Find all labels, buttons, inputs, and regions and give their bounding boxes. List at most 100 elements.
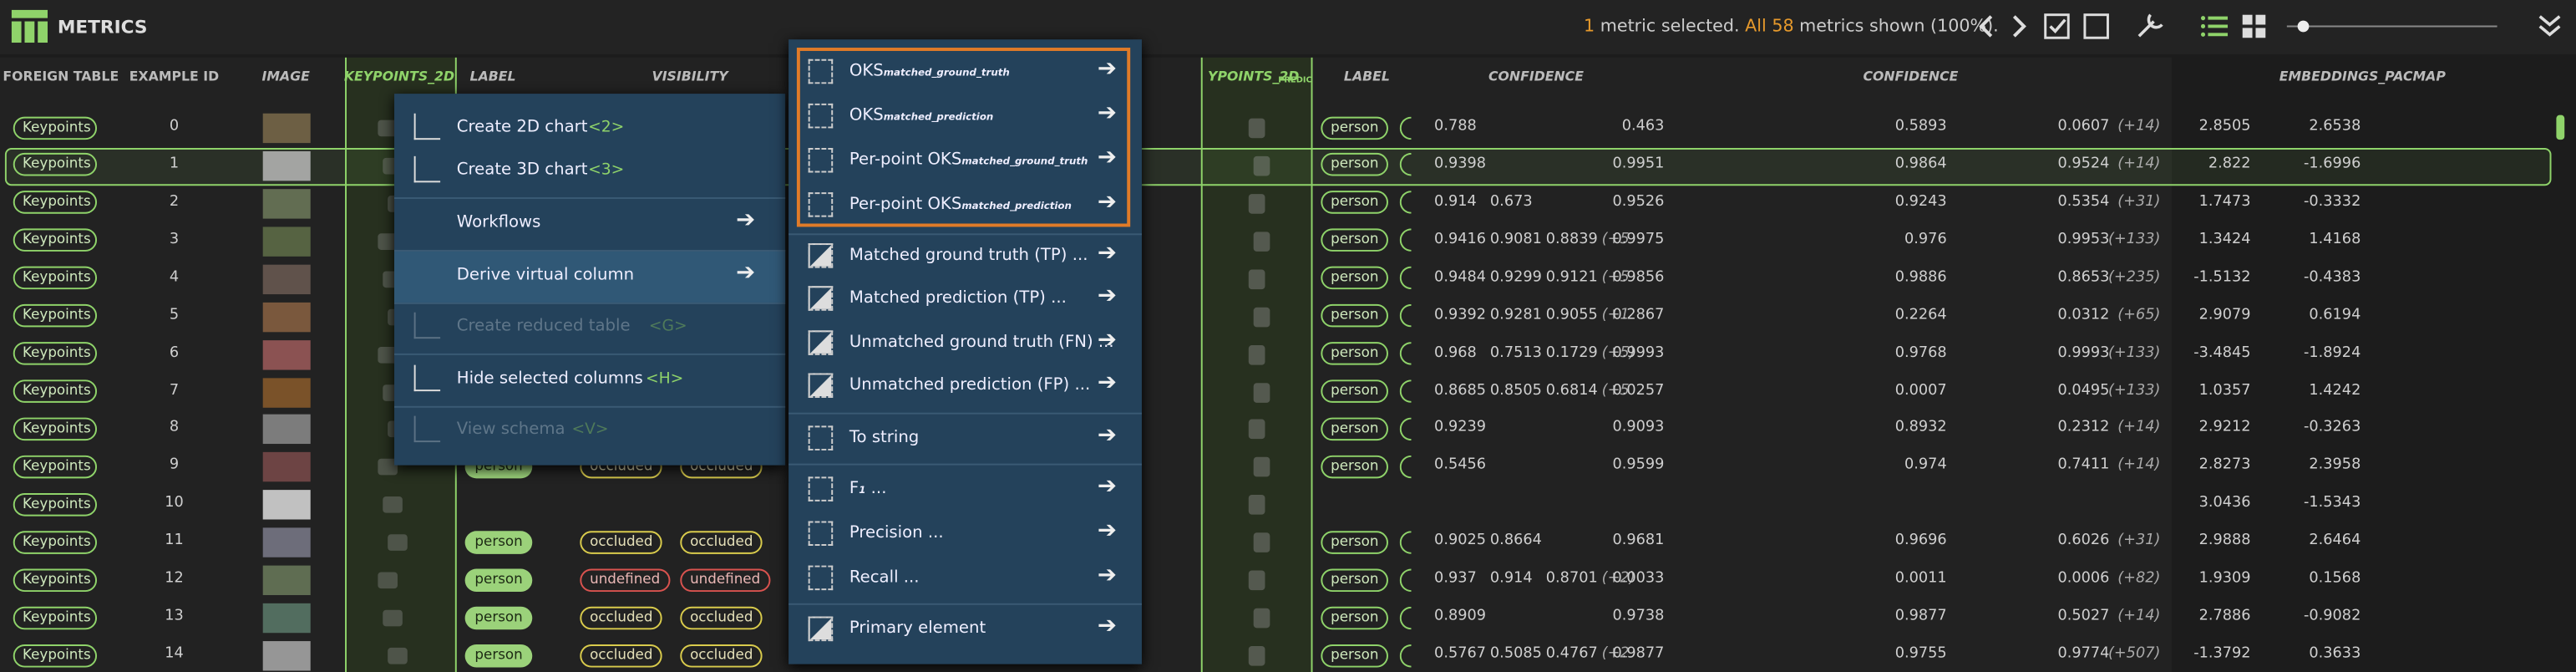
submenu-icon	[809, 286, 834, 311]
cell-c3: 0.8653	[2057, 269, 2109, 286]
menu-label: Create reduced table	[457, 318, 631, 336]
submenu-item[interactable]: Precision ...➔	[789, 518, 1142, 551]
cell-e2: 2.3958	[2309, 457, 2360, 474]
menu-item[interactable]: Hide selected columns<H>	[394, 364, 785, 396]
thumbnail[interactable]	[263, 377, 311, 406]
cell-e2: -0.3332	[2304, 194, 2360, 211]
example-id: 11	[165, 533, 184, 550]
thumbnail[interactable]	[263, 641, 311, 670]
count: (+14)	[2117, 420, 2160, 436]
foreign-pill[interactable]: Keypoints	[13, 342, 97, 365]
submenu-arrow: ➔	[1098, 189, 1117, 215]
submenu-arrow: ➔	[1098, 240, 1117, 266]
submenu-text: To string	[849, 429, 919, 447]
submenu-item[interactable]: F1 ...➔	[789, 473, 1142, 506]
column-header[interactable]: EMBEDDINGS_PACMAP	[2279, 69, 2446, 84]
thumbnail[interactable]	[263, 453, 311, 482]
count: (+14)	[2117, 156, 2160, 173]
foreign-pill[interactable]: Keypoints	[13, 191, 97, 215]
submenu-item[interactable]: Primary element➔	[789, 613, 1142, 646]
column-header[interactable]: LABEL	[470, 69, 516, 84]
scrollbar[interactable]	[2556, 115, 2564, 140]
submenu-item[interactable]: OKSmatched_prediction➔	[789, 100, 1142, 133]
cell-e1: 2.8273	[2199, 457, 2251, 474]
thumbnail[interactable]	[263, 603, 311, 633]
submenu-item[interactable]: Matched prediction (TP) ...➔	[789, 283, 1142, 315]
submenu-text: Per-point OKS	[849, 151, 961, 170]
label-pill: person	[465, 644, 533, 668]
column-header[interactable]: IMAGE	[262, 69, 310, 84]
menu-item[interactable]: Create 3D chart<3>	[394, 155, 785, 187]
foreign-pill[interactable]: Keypoints	[13, 417, 97, 440]
visibility-pill: occluded	[680, 606, 763, 629]
thumbnail[interactable]	[263, 151, 311, 181]
foreign-pill[interactable]: Keypoints	[13, 606, 97, 629]
submenu-text: OKS	[849, 107, 884, 125]
submenu-icon	[809, 425, 834, 451]
thumbnail[interactable]	[263, 491, 311, 520]
thumbnail[interactable]	[263, 114, 311, 143]
thumbnail[interactable]	[263, 302, 311, 331]
cell-c2: 0.9243	[1895, 194, 1947, 211]
pred-label-pill: person	[1321, 304, 1388, 328]
column-header[interactable]: CONFIDENCE	[1863, 69, 1958, 84]
column-header[interactable]: VISIBILITY	[652, 69, 728, 84]
cell-c3: 0.9993	[2057, 344, 2109, 361]
submenu-text: Matched prediction (TP) ...	[849, 289, 1067, 308]
thumbnail[interactable]	[263, 415, 311, 445]
menu-divider	[394, 303, 785, 304]
foreign-pill[interactable]: Keypoints	[13, 304, 97, 328]
submenu-item[interactable]: Per-point OKSmatched_prediction ➔	[789, 189, 1142, 221]
submenu-item[interactable]: To string➔	[789, 422, 1142, 455]
submenu-item[interactable]: Recall ...➔	[789, 563, 1142, 595]
example-id: 1	[170, 156, 179, 173]
submenu-item[interactable]: Matched ground truth (TP) ...➔	[789, 240, 1142, 272]
cell-c3: 0.0607	[2057, 119, 2109, 135]
pred-keypoint-thumb	[1249, 420, 1265, 440]
pred-keypoint-thumb	[1249, 646, 1265, 666]
submenu-label: To string	[849, 429, 919, 447]
column-header[interactable]: CONFIDENCE	[1488, 69, 1584, 84]
thumbnail[interactable]	[263, 528, 311, 557]
menu-item[interactable]: Derive virtual column➔	[394, 260, 785, 293]
menu-item[interactable]: Create 2D chart<2>	[394, 112, 785, 145]
menu-shortcut: <G>	[649, 318, 687, 336]
foreign-pill[interactable]: Keypoints	[13, 379, 97, 403]
submenu-item[interactable]: OKSmatched_ground_truth➔	[789, 56, 1142, 89]
thumbnail[interactable]	[263, 339, 311, 369]
foreign-pill[interactable]: Keypoints	[13, 644, 97, 667]
foreign-pill[interactable]: Keypoints	[13, 116, 97, 140]
submenu-label: Recall ...	[849, 569, 920, 588]
pred-label-pill: person	[1321, 417, 1388, 440]
submenu-item[interactable]: Per-point OKSmatched_ground_truth➔	[789, 145, 1142, 177]
foreign-pill[interactable]: Keypoints	[13, 493, 97, 517]
foreign-pill[interactable]: Keypoints	[13, 568, 97, 592]
foreign-pill[interactable]: Keypoints	[13, 456, 97, 479]
thumbnail[interactable]	[263, 189, 311, 218]
menu-item[interactable]: Workflows➔	[394, 207, 785, 240]
thumbnail[interactable]	[263, 566, 311, 595]
submenu-icon	[809, 566, 834, 591]
foreign-pill[interactable]: Keypoints	[13, 229, 97, 252]
selected-count: 1	[1584, 17, 1595, 37]
column-header[interactable]: LABEL	[1344, 69, 1390, 84]
submenu-item[interactable]: Unmatched ground truth (FN) ...➔	[789, 327, 1142, 359]
foreign-pill[interactable]: Keypoints	[13, 154, 97, 177]
keypoint-thumb	[388, 535, 408, 552]
foreign-pill[interactable]: Keypoints	[13, 531, 97, 554]
column-header[interactable]: EXAMPLE ID	[129, 69, 219, 84]
menu-shortcut: <H>	[646, 370, 683, 389]
title: METRICS	[58, 17, 148, 38]
cell-e2: -1.6996	[2304, 156, 2360, 173]
foreign-pill[interactable]: Keypoints	[13, 267, 97, 290]
cell-c3: 0.0006	[2057, 571, 2109, 588]
cell-c1: 0.9877	[1612, 646, 1664, 663]
column-header[interactable]: FOREIGN TABLE	[3, 69, 119, 84]
thumbnail[interactable]	[263, 227, 311, 256]
thumbnail[interactable]	[263, 264, 311, 293]
submenu-item[interactable]: Unmatched prediction (FP) ...➔	[789, 370, 1142, 403]
column-header[interactable]: KEYPOINTS_2D	[344, 69, 454, 84]
submenu-label: Precision ...	[849, 524, 944, 542]
toolbar-icons[interactable]	[1968, 10, 2576, 43]
submenu-label: Per-point OKSmatched_prediction	[849, 196, 1072, 214]
